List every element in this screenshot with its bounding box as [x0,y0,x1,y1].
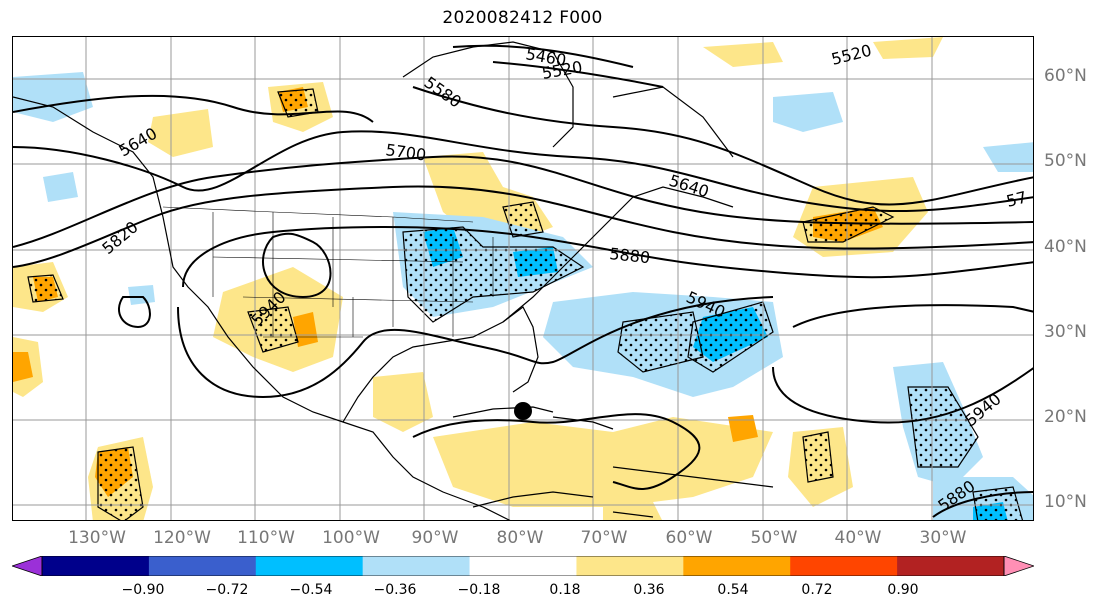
contour-label: 5880 [609,244,651,267]
colorbar-tick-label: 0.72 [801,582,833,598]
colorbar-tick-label: 0.36 [633,582,665,598]
lon-label: 40°W [834,528,882,548]
lon-label: 70°W [580,528,628,548]
significance-stippling [27,88,1024,520]
colorbar-tick-label: −0.90 [121,582,165,598]
lon-label: 80°W [496,528,544,548]
lon-label: 100°W [322,528,380,548]
colorbar-segment [362,556,471,576]
lat-lon-grid [13,37,1033,520]
lon-label: 30°W [919,528,967,548]
lon-label: 90°W [411,528,459,548]
contour-label: 5640 [667,171,712,202]
geopotential-contours [13,44,1033,518]
lat-label: 10°N [1044,492,1087,512]
lat-label: 60°N [1044,66,1087,86]
storm-center-marker [514,402,532,420]
colorbar-tick-label: −0.18 [457,582,501,598]
lat-label: 40°N [1044,237,1087,257]
lon-label: 130°W [68,528,126,548]
lon-label: 60°W [665,528,713,548]
contour-label: 5940 [961,389,1004,430]
colorbar-tick-label: −0.72 [205,582,249,598]
map-panel: 5460 5520 5520 5580 5640 5640 5700 57 58… [12,36,1034,521]
colorbar-segment [255,556,364,576]
colorbar-segment [42,556,150,576]
colorbar-tick-label: −0.54 [289,582,333,598]
colorbar-segment [790,556,898,576]
lon-label: 50°W [750,528,798,548]
map-canvas: 5460 5520 5520 5580 5640 5640 5700 57 58… [13,37,1033,520]
colorbar-tick-label: 0.18 [549,582,581,598]
lat-label: 50°N [1044,151,1087,171]
contour-label: 5640 [116,124,161,161]
colorbar-tick-label: 0.54 [717,582,749,598]
lon-label: 110°W [237,528,295,548]
colorbar-tick-label: 0.90 [887,582,919,598]
colorbar-segment [897,556,1005,576]
colorbar-min-extend [12,556,43,576]
map-title: 2020082412 F000 [442,8,603,28]
colorbar [12,556,1034,576]
lat-label: 30°N [1044,322,1087,342]
colorbar-max-extend [1003,556,1034,576]
colorbar-segment [683,556,791,576]
contour-label: 5520 [829,41,873,69]
colorbar-segment [148,556,257,576]
coastlines [13,41,774,520]
lon-label: 120°W [153,528,211,548]
contour-label: 57 [1004,188,1028,211]
colorbar-segment [576,556,684,576]
contour-label: 5700 [384,140,427,164]
colorbar-tick-label: −0.36 [373,582,417,598]
lat-label: 20°N [1044,407,1087,427]
colorbar-segment [469,556,577,576]
political-borders [162,206,494,338]
